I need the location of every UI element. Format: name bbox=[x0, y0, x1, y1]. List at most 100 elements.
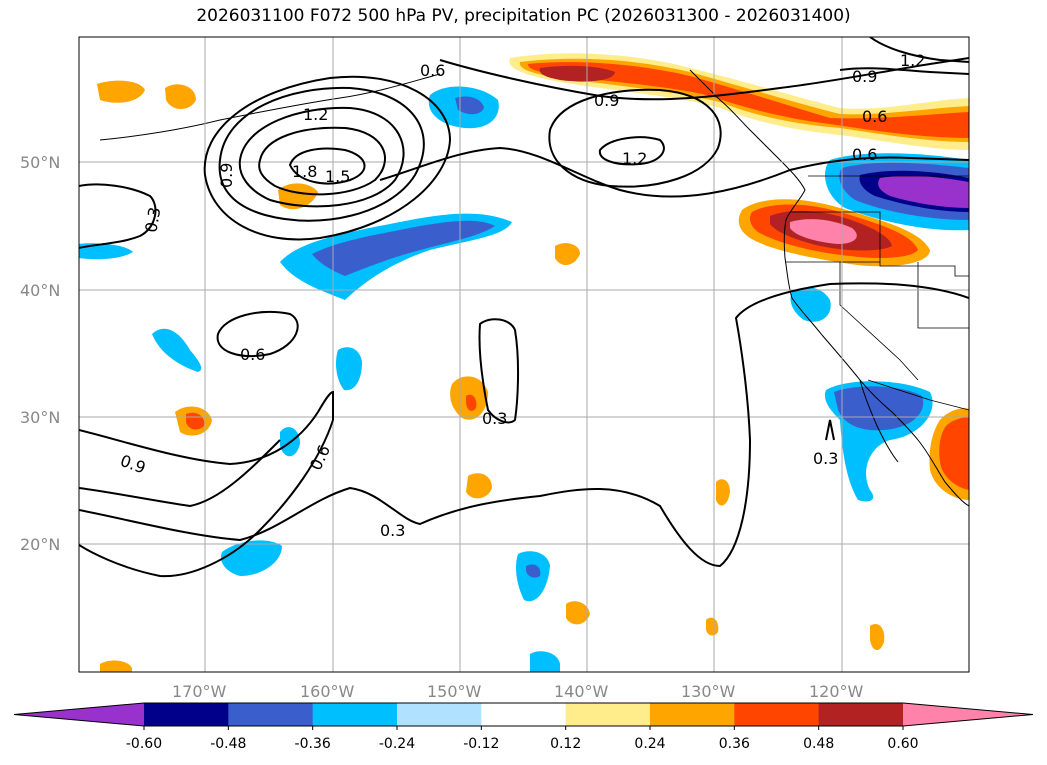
latitude-labels: 50°N 40°N 30°N 20°N bbox=[20, 153, 60, 554]
colorbar: -0.60 -0.48 -0.36 -0.24 -0.12 0.12 0.24 0.36 0.4… bbox=[13, 702, 1034, 752]
precip-blob-small-7 bbox=[555, 243, 580, 266]
lon-label-150w: 150°W bbox=[427, 682, 482, 701]
colorbar-segment bbox=[818, 703, 904, 726]
precip-blob-west-1 bbox=[97, 80, 145, 103]
precip-blob-west-4 bbox=[79, 243, 133, 260]
contour-label-9: 1.2 bbox=[900, 51, 925, 70]
precip-blob-south-4 bbox=[716, 479, 730, 506]
precip-blob-mexico-core bbox=[939, 417, 969, 490]
lon-label-160w: 160°W bbox=[300, 682, 355, 701]
contour-label-18: 0.6 bbox=[862, 107, 887, 126]
contour-label-5: 0.3 bbox=[141, 206, 164, 234]
colorbar-tick-label: 0.36 bbox=[719, 736, 750, 752]
precip-blob-small-1 bbox=[152, 328, 202, 372]
contour-0-9-ne bbox=[839, 67, 969, 75]
contour-label-16: 0.3 bbox=[813, 449, 838, 468]
contour-low-outer bbox=[218, 86, 425, 222]
lat-label-20: 20°N bbox=[20, 535, 60, 554]
contour-low-outermost bbox=[203, 75, 452, 241]
precip-blob-south-8 bbox=[100, 660, 132, 672]
precip-blob-bc-max bbox=[539, 65, 615, 82]
precip-blob-small-4-core bbox=[466, 394, 477, 411]
lon-label-130w: 130°W bbox=[681, 682, 736, 701]
contour-0-6-center-west bbox=[216, 311, 299, 357]
precip-blob-bc-inner bbox=[528, 62, 969, 138]
contour-0-3-south bbox=[79, 282, 969, 568]
coastlines bbox=[99, 69, 969, 507]
contour-label-14: 0.3 bbox=[482, 409, 507, 428]
contour-label-1: 1.2 bbox=[303, 105, 328, 124]
colorbar-segment bbox=[144, 703, 229, 726]
pv-contours bbox=[79, 37, 969, 578]
colorbar-tick-label: -0.24 bbox=[379, 736, 415, 752]
lon-label-140w: 140°W bbox=[554, 682, 609, 701]
longitude-labels: 170°W 160°W 150°W 140°W 130°W 120°W bbox=[172, 682, 864, 701]
colorbar-tick-label: -0.12 bbox=[463, 736, 499, 752]
colorbar-segment bbox=[481, 703, 567, 726]
border-nevada-utah bbox=[917, 262, 969, 329]
lon-label-120w: 120°W bbox=[809, 682, 864, 701]
contour-0-9-north bbox=[439, 57, 969, 101]
contour-label-12: 0.6 bbox=[240, 345, 265, 364]
colorbar-tick-label: 0.24 bbox=[634, 736, 665, 752]
precip-blob-washington-max bbox=[878, 175, 969, 208]
coastline-north-america bbox=[689, 69, 969, 507]
precip-blob-south-7 bbox=[530, 651, 560, 672]
lat-label-40: 40°N bbox=[20, 281, 60, 300]
map-title: 2026031100 F072 500 hPa PV, precipitatio… bbox=[196, 6, 851, 26]
plot-frame bbox=[78, 36, 970, 673]
contour-high-center bbox=[598, 136, 665, 166]
border-us-mexico bbox=[867, 379, 969, 411]
contour-label-10: 0.6 bbox=[852, 145, 877, 164]
colorbar-tick-label: 0.12 bbox=[550, 736, 581, 752]
precip-blob-south-6 bbox=[706, 617, 719, 636]
colorbar-tick-label: -0.60 bbox=[126, 736, 162, 752]
contour-label-2: 1.8 bbox=[292, 162, 317, 181]
colorbar-tick-label: -0.36 bbox=[295, 736, 331, 752]
precip-blob-california bbox=[790, 287, 831, 322]
colorbar-arrow-max bbox=[903, 703, 1033, 726]
border-washington-oregon bbox=[790, 211, 969, 277]
contour-1-2-ne bbox=[869, 37, 969, 63]
colorbar-segment bbox=[228, 703, 314, 726]
contour-label-3: 1.5 bbox=[325, 167, 350, 186]
colorbar-segment bbox=[312, 703, 398, 726]
precip-blob-small-2 bbox=[336, 347, 362, 391]
coastline-aleutians bbox=[99, 73, 441, 141]
precip-blob-central-pacific-mid bbox=[312, 220, 495, 276]
coastline-baja bbox=[859, 379, 899, 463]
colorbar-tick-label: -0.48 bbox=[210, 736, 246, 752]
lat-label-30: 30°N bbox=[20, 408, 60, 427]
contour-0-6-north bbox=[379, 146, 969, 198]
contour-low-inner bbox=[288, 147, 366, 185]
contour-label-7: 1.2 bbox=[622, 149, 647, 168]
colorbar-segment bbox=[734, 703, 820, 726]
precip-blob-baja-mid bbox=[834, 386, 924, 431]
contour-labels: 1.2 1.8 1.5 0.9 0.3 0.6 1.2 0.9 1.2 0.6 … bbox=[118, 51, 926, 540]
colorbar-segment bbox=[565, 703, 651, 726]
contour-label-11: 0.9 bbox=[852, 67, 877, 86]
contour-0-9-south bbox=[79, 439, 281, 508]
precip-blob-south-5 bbox=[870, 623, 885, 651]
contour-label-6: 0.6 bbox=[420, 61, 445, 80]
precip-blob-gulf-alaska-core bbox=[455, 96, 484, 115]
precip-blob-oregon-max bbox=[790, 219, 857, 244]
contour-0-3-center bbox=[478, 318, 520, 424]
colorbar-tick-label: 0.48 bbox=[803, 736, 834, 752]
precip-blob-south-3 bbox=[566, 601, 590, 625]
contour-low-mid2 bbox=[238, 106, 405, 208]
contour-low-mid1 bbox=[258, 126, 386, 196]
contour-0-3-baja bbox=[825, 419, 835, 441]
contour-0-3-west bbox=[79, 183, 157, 249]
lon-label-170w: 170°W bbox=[172, 682, 227, 701]
contour-label-4: 0.9 bbox=[217, 163, 236, 188]
contour-0-6-south bbox=[79, 390, 334, 578]
political-borders bbox=[786, 175, 969, 411]
precip-blob-west-2 bbox=[165, 84, 196, 109]
lat-label-50: 50°N bbox=[20, 153, 60, 172]
colorbar-arrow-min bbox=[14, 703, 144, 726]
colorbar-segment bbox=[650, 703, 735, 726]
colorbar-tick-label: 0.60 bbox=[887, 736, 918, 752]
precip-shading bbox=[79, 53, 969, 672]
